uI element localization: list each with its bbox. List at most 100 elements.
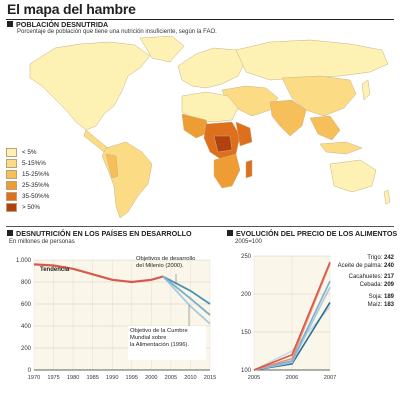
chart1-heading: DESNUTRICIÓN EN LOS PAÍSES EN DESARROLLO bbox=[7, 229, 192, 238]
annotation-wfs-box bbox=[128, 326, 206, 360]
x-tick-label: 1980 bbox=[67, 375, 79, 381]
series-value-label: Maíz: 183 bbox=[368, 302, 395, 308]
map-region-greenland bbox=[139, 36, 185, 63]
series-name: Trigo: bbox=[367, 255, 384, 261]
map-region-se-asia bbox=[309, 115, 341, 141]
series-value-label: Soja: 189 bbox=[369, 294, 395, 300]
series-name: Aceite de palma: bbox=[338, 263, 384, 269]
legend-label: > 50% bbox=[22, 204, 41, 211]
map-heading-text: POBLACIÓN DESNUTRIDA bbox=[16, 20, 109, 29]
legend-swatch bbox=[6, 181, 17, 190]
section-square-icon bbox=[227, 230, 233, 236]
annotation-wfs-line: Mundial sobre bbox=[130, 335, 166, 341]
legend-swatch bbox=[6, 192, 17, 201]
series-line bbox=[162, 275, 211, 305]
series-value: 217 bbox=[384, 274, 395, 280]
x-tick-label: 1970 bbox=[28, 375, 40, 381]
series-line bbox=[162, 275, 211, 316]
legend-item: > 50% bbox=[6, 202, 76, 213]
map-region-central-america bbox=[83, 129, 109, 153]
section-rule bbox=[6, 226, 394, 227]
legend-swatch bbox=[6, 203, 17, 212]
map-subtitle: Porcentaje de población que tiene una nu… bbox=[17, 29, 217, 35]
series-line-aceite-de-palma bbox=[253, 263, 331, 371]
x-tick-label: 2006 bbox=[286, 375, 298, 381]
legend-item: 15-25%% bbox=[6, 169, 76, 180]
annotation-wfs-line: la Alimentación (1996). bbox=[130, 342, 189, 348]
legend-label: < 5% bbox=[22, 149, 37, 156]
annotation-trend: Tendencia bbox=[40, 267, 70, 273]
y-tick-label: 200 bbox=[21, 346, 32, 352]
legend-swatch bbox=[6, 159, 17, 168]
y-tick-label: 150 bbox=[241, 330, 252, 336]
map-legend: < 5% 5-15%% 15-25%% 25-35%% 35-50%% > 50% bbox=[6, 147, 76, 213]
y-tick-label: 400 bbox=[21, 324, 32, 330]
y-tick-label: 0 bbox=[28, 368, 32, 374]
hunger-trend-chart: 0 200 400 600 800 1.000 1970 1975 1980 1985 1990 19… bbox=[16, 256, 216, 381]
x-tick-label: 1975 bbox=[47, 375, 59, 381]
series-value: 183 bbox=[384, 302, 395, 308]
legend-item: 35-50%% bbox=[6, 191, 76, 202]
section-square-icon bbox=[7, 21, 13, 27]
annotation-mdg: Objetivos de desarrollo del Milenio (2000… bbox=[136, 256, 195, 269]
y-tick-label: 250 bbox=[241, 254, 252, 260]
map-region-japan bbox=[361, 79, 371, 101]
legend-item: 5-15%% bbox=[6, 158, 76, 169]
map-region-east-asia bbox=[281, 75, 357, 117]
x-tick-label: 2010 bbox=[184, 375, 196, 381]
map-region-indonesia bbox=[319, 141, 363, 155]
series-value-label: Aceite de palma: 240 bbox=[338, 263, 395, 269]
series-value: 242 bbox=[384, 255, 395, 261]
map-region-west-africa bbox=[181, 113, 211, 139]
series-line-trigo bbox=[253, 261, 331, 371]
x-tick-label: 2005 bbox=[248, 375, 260, 381]
legend-label: 5-15%% bbox=[22, 160, 46, 167]
map-region-australia bbox=[329, 159, 377, 193]
x-tick-label: 1995 bbox=[126, 375, 138, 381]
annotation-wfs-line: Objetivo de la Cumbre bbox=[130, 328, 188, 334]
series-value: 240 bbox=[384, 263, 395, 269]
legend-item: < 5% bbox=[6, 147, 76, 158]
map-region-north-america bbox=[29, 41, 151, 131]
y-tick-label: 100 bbox=[241, 368, 252, 374]
section-square-icon bbox=[7, 230, 13, 236]
series-value-label: Cebada: 209 bbox=[360, 282, 395, 288]
annotation-mdg-line: del Milenio (2000). bbox=[136, 263, 184, 269]
map-heading: POBLACIÓN DESNUTRIDA bbox=[7, 20, 108, 29]
map-region-madagascar bbox=[245, 159, 253, 179]
map-region-europe bbox=[177, 47, 247, 89]
series-value-label: Trigo: 242 bbox=[367, 255, 394, 261]
x-tick-label: 2007 bbox=[324, 375, 336, 381]
y-tick-label: 200 bbox=[241, 292, 252, 298]
series-name: Cacahuetes: bbox=[349, 274, 384, 280]
series-name: Maíz: bbox=[368, 302, 384, 308]
y-tick-label: 1.000 bbox=[16, 258, 32, 264]
y-tick-label: 800 bbox=[21, 280, 32, 286]
legend-label: 35-50%% bbox=[22, 193, 50, 200]
map-region-congo bbox=[213, 135, 233, 153]
map-region-russia bbox=[235, 39, 389, 81]
map-region-east-africa bbox=[235, 121, 253, 147]
x-tick-label: 2005 bbox=[165, 375, 177, 381]
annotation-wfs: Objetivo de la Cumbre Mundial sobre la Ali… bbox=[130, 328, 189, 348]
annotation-mdg-line: Objetivos de desarrollo bbox=[136, 256, 195, 262]
title-rule bbox=[6, 19, 394, 20]
series-name: Cebada: bbox=[360, 282, 384, 288]
chart1-title: DESNUTRICIÓN EN LOS PAÍSES EN DESARROLLO bbox=[16, 229, 192, 238]
map-region-andes bbox=[105, 153, 119, 179]
legend-swatch bbox=[6, 148, 17, 157]
page-title: El mapa del hambre bbox=[7, 1, 136, 17]
series-name: Soja: bbox=[369, 294, 384, 300]
series-value: 189 bbox=[384, 294, 395, 300]
chart2-title: EVOLUCIÓN DEL PRECIO DE LOS ALIMENTOS bbox=[236, 229, 398, 238]
map-region-new-zealand bbox=[383, 189, 391, 205]
legend-item: 25-35%% bbox=[6, 180, 76, 191]
world-map bbox=[29, 36, 391, 219]
series-value: 209 bbox=[384, 282, 395, 288]
legend-label: 25-35%% bbox=[22, 182, 50, 189]
series-line bbox=[162, 275, 211, 325]
chart2-heading: EVOLUCIÓN DEL PRECIO DE LOS ALIMENTOS bbox=[227, 229, 397, 238]
legend-swatch bbox=[6, 170, 17, 179]
x-tick-label: 1990 bbox=[106, 375, 118, 381]
